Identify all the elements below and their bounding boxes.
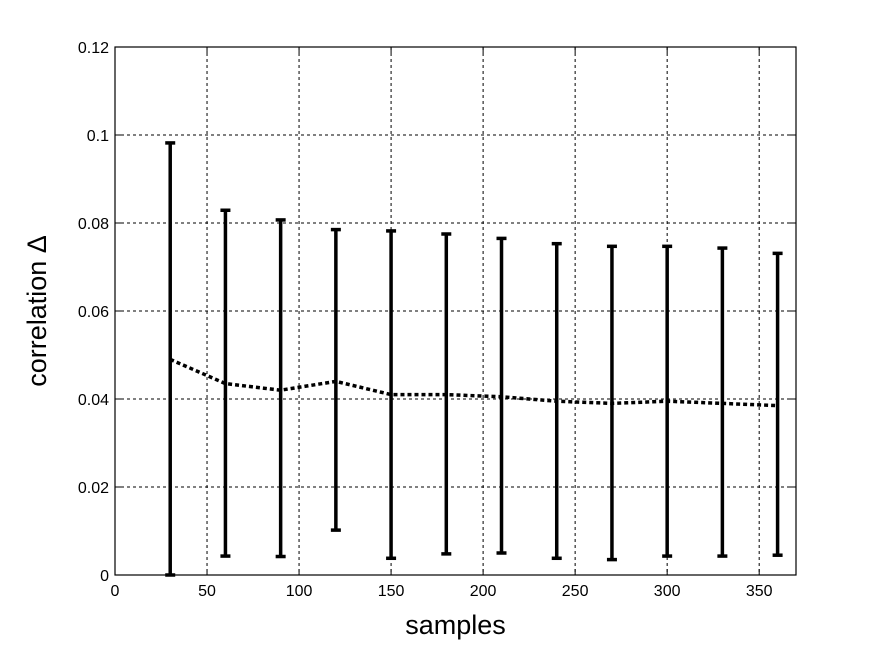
x-tick-label: 250 <box>562 583 589 600</box>
x-tick-label: 200 <box>470 583 497 600</box>
x-tick-label: 100 <box>286 583 313 600</box>
y-tick-label: 0.08 <box>78 216 109 233</box>
grid-layer <box>115 47 796 575</box>
y-tick-label: 0.12 <box>78 40 109 57</box>
x-tick-label: 150 <box>378 583 405 600</box>
x-tick-label: 50 <box>198 583 216 600</box>
y-tick-label: 0.02 <box>78 480 109 497</box>
y-tick-label: 0 <box>100 568 109 585</box>
series-layer <box>165 141 783 577</box>
mean-line <box>169 357 778 408</box>
x-tick-label: 300 <box>654 583 681 600</box>
y-tick-label: 0.1 <box>87 128 109 145</box>
x-tick-label: 350 <box>746 583 773 600</box>
y-tick-label: 0.04 <box>78 392 109 409</box>
y-axis-title: correlation Δ <box>22 235 52 387</box>
x-axis-title: samples <box>405 610 506 640</box>
label-layer: 0 50 100 150 200 250 300 350 0 0.02 0.04 0.06 0.08 0.… <box>78 40 773 600</box>
plot-frame <box>114 46 797 576</box>
x-tick-label: 0 <box>111 583 120 600</box>
y-tick-label: 0.06 <box>78 304 109 321</box>
